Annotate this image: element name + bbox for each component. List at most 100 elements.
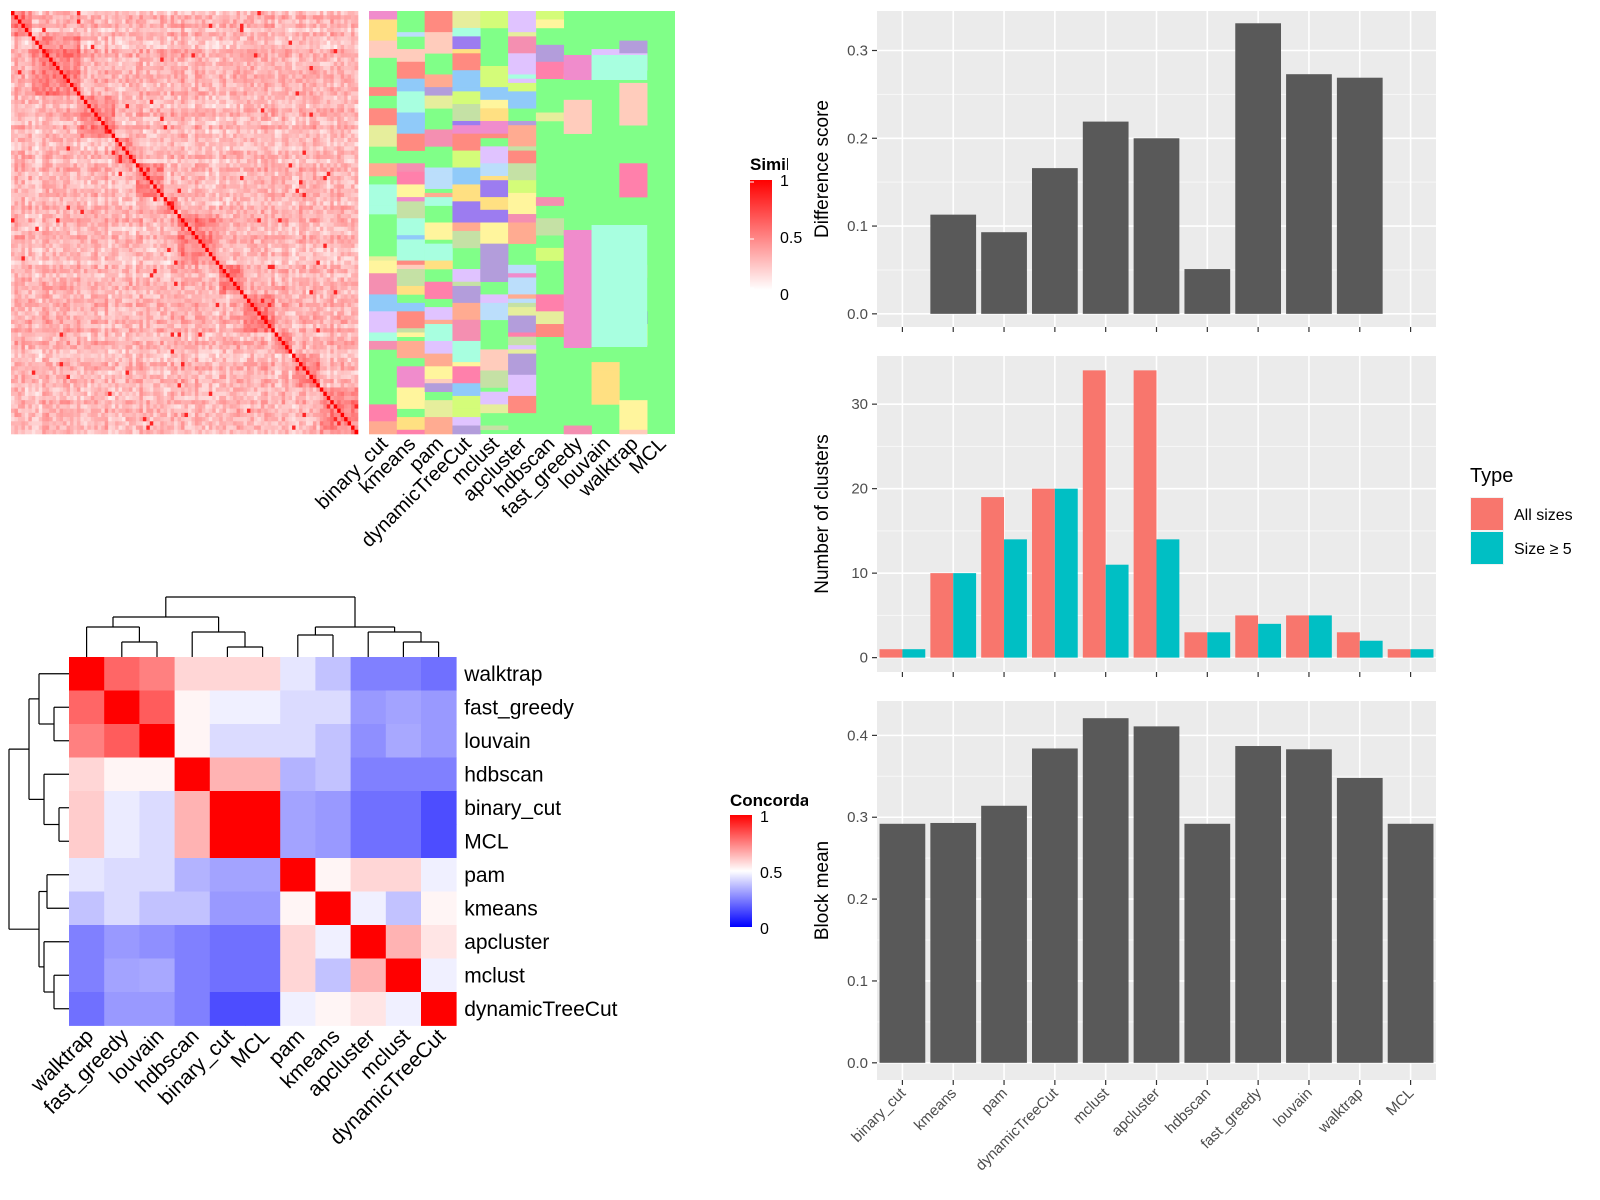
concordance-cell — [104, 724, 140, 758]
bar-all-sizes — [981, 497, 1005, 658]
bar-all-sizes — [1286, 615, 1309, 658]
concordance-cell — [209, 690, 246, 725]
concordance-cell — [385, 992, 422, 1026]
concordance-cell — [350, 858, 387, 892]
bar-size-5 — [1156, 539, 1180, 658]
concordance-cell — [421, 925, 457, 959]
concordance-cell — [350, 992, 387, 1026]
concordance-cell — [69, 858, 105, 892]
concordance-cell — [104, 824, 140, 859]
number-of-clusters-chart: 0 10 20 30 Number of clusters — [812, 356, 1436, 677]
y-axis-label: Block mean — [812, 841, 833, 940]
difference-score-chart: 0.0 0.1 0.2 0.3 Difference score — [812, 11, 1436, 332]
concordance-column-dendrogram — [85, 596, 440, 657]
concordance-cell — [385, 891, 422, 926]
concordance-cell — [209, 824, 246, 859]
bar — [981, 232, 1027, 314]
concordance-cell — [139, 757, 175, 792]
concordance-cell — [315, 690, 351, 725]
bar — [1235, 746, 1282, 1063]
concordance-cell — [421, 657, 457, 691]
concordance-cell — [245, 824, 281, 859]
concordance-cell — [421, 690, 457, 725]
bar-size-5 — [1308, 615, 1332, 658]
bar — [930, 214, 977, 314]
concordance-cell — [350, 791, 387, 825]
concordance-cell — [104, 757, 140, 792]
concordance-cell — [139, 724, 175, 758]
concordance-cell — [280, 657, 316, 691]
concordance-cell — [245, 958, 281, 993]
y-axis-label: Difference score — [812, 100, 833, 238]
concordance-cell — [315, 824, 351, 859]
concordance-cell — [245, 858, 281, 892]
concordance-cell — [209, 724, 246, 758]
concordance-cell — [69, 891, 105, 926]
concordance-row-label: pam — [464, 864, 505, 887]
bar — [1184, 823, 1231, 1063]
y-tick-label: 0.4 — [847, 727, 868, 744]
concordance-col-label: MCL — [227, 1025, 275, 1073]
bar — [1184, 269, 1231, 314]
bar — [1336, 777, 1383, 1063]
concordance-row-label: binary_cut — [464, 797, 561, 820]
similarity-cells — [11, 11, 359, 435]
concordance-legend-tick: 1 — [760, 809, 769, 826]
concordance-row-label: louvain — [464, 730, 531, 753]
concordance-cell — [209, 992, 246, 1026]
y-tick-label: 0.3 — [847, 43, 868, 60]
concordance-cell — [421, 858, 457, 892]
concordance-cell — [315, 858, 351, 892]
concordance-cell — [69, 791, 105, 825]
concordance-cell — [69, 657, 105, 691]
concordance-cell — [69, 992, 105, 1026]
similarity-legend-tick: 0.5 — [780, 230, 802, 247]
concordance-cell — [421, 958, 457, 993]
concordance-cell — [104, 891, 140, 926]
concordance-cell — [421, 992, 457, 1026]
concordance-cell — [209, 891, 246, 926]
concordance-cell — [104, 858, 140, 892]
concordance-cell — [385, 757, 422, 792]
similarity-legend-tick: 1 — [780, 173, 789, 190]
concordance-cell — [315, 992, 351, 1026]
concordance-cell — [209, 757, 246, 792]
y-tick-label: 20 — [851, 481, 868, 498]
concordance-cell — [209, 791, 246, 825]
concordance-row-label: apcluster — [464, 931, 549, 954]
concordance-cell — [139, 925, 175, 959]
bar — [1032, 168, 1078, 314]
cluster-assignment-columns: binary_cutkmeanspamdynamicTreeCutmclusta… — [312, 11, 675, 552]
concordance-cell — [174, 757, 211, 792]
concordance-cell — [385, 690, 422, 725]
concordance-cell — [385, 791, 422, 825]
bar — [930, 822, 977, 1063]
concordance-cell — [174, 724, 211, 758]
concordance-cell — [174, 992, 211, 1026]
concordance-cell — [69, 925, 105, 959]
concordance-cell — [280, 791, 316, 825]
concordance-cell — [245, 992, 281, 1026]
bar-size-5 — [953, 573, 977, 658]
concordance-cell — [209, 925, 246, 959]
concordance-row-label: MCL — [464, 830, 508, 853]
concordance-row-label: dynamicTreeCut — [464, 998, 617, 1021]
y-tick-label: 0.0 — [847, 306, 868, 323]
bar — [1133, 726, 1180, 1063]
concordance-cell — [245, 925, 281, 959]
concordance-cell — [280, 757, 316, 792]
concordance-cell — [139, 690, 175, 725]
y-axis-label: Number of clusters — [812, 434, 833, 593]
bar-size-5 — [1359, 640, 1383, 658]
concordance-cell — [104, 992, 140, 1026]
concordance-cell — [315, 657, 351, 691]
concordance-cell — [245, 891, 281, 926]
concordance-row-label: fast_greedy — [464, 696, 574, 719]
concordance-cell — [280, 690, 316, 725]
type-legend: Type All sizes Size ≥ 5 — [1470, 465, 1573, 565]
concordance-cell — [280, 925, 316, 959]
concordance-cell — [139, 657, 175, 691]
bar-all-sizes — [1032, 488, 1055, 658]
concordance-cell — [385, 958, 422, 993]
